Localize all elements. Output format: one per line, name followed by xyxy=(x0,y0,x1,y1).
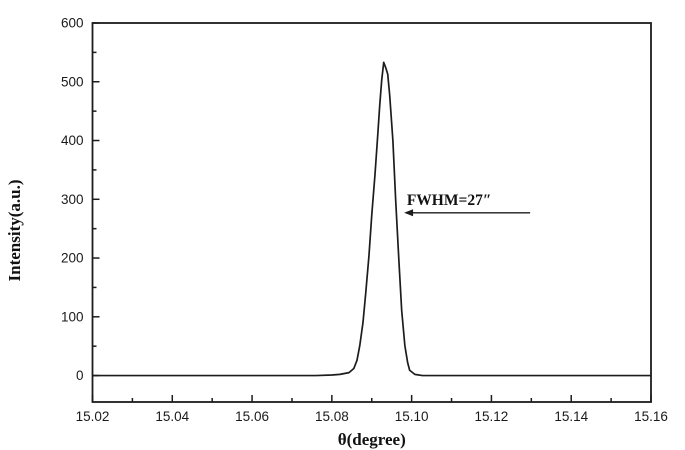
tick-label: 15.06 xyxy=(235,409,269,424)
x-axis-label: θ(degree) xyxy=(338,430,406,449)
tick-label: 600 xyxy=(61,16,84,31)
fwhm-annotation: FWHM=27″ xyxy=(404,192,531,217)
fwhm-arrowhead-icon xyxy=(404,209,414,217)
tick-label: 15.04 xyxy=(155,409,189,424)
tick-label: 400 xyxy=(61,133,84,148)
tick-label: 15.16 xyxy=(634,409,668,424)
tick-label: 15.08 xyxy=(315,409,349,424)
tick-label: 15.02 xyxy=(76,409,110,424)
data-curve xyxy=(92,61,651,377)
tick-label: 15.10 xyxy=(395,409,429,424)
y-axis-label: Intensity(a.u.) xyxy=(5,179,24,281)
fwhm-annotation-text: FWHM=27″ xyxy=(407,192,492,209)
plot-border xyxy=(91,22,652,403)
axis-tick-labels: 15.02 15.04 15.06 15.08 15.10 15.12 15.14 15.16… xyxy=(61,16,668,425)
tick-label: 300 xyxy=(61,192,84,207)
tick-label: 100 xyxy=(61,309,84,324)
tick-label: 200 xyxy=(61,251,84,266)
tick-label: 15.12 xyxy=(475,409,509,424)
tick-label: 0 xyxy=(76,368,84,383)
tick-label: 500 xyxy=(61,74,84,89)
tick-label: 15.14 xyxy=(554,409,588,424)
